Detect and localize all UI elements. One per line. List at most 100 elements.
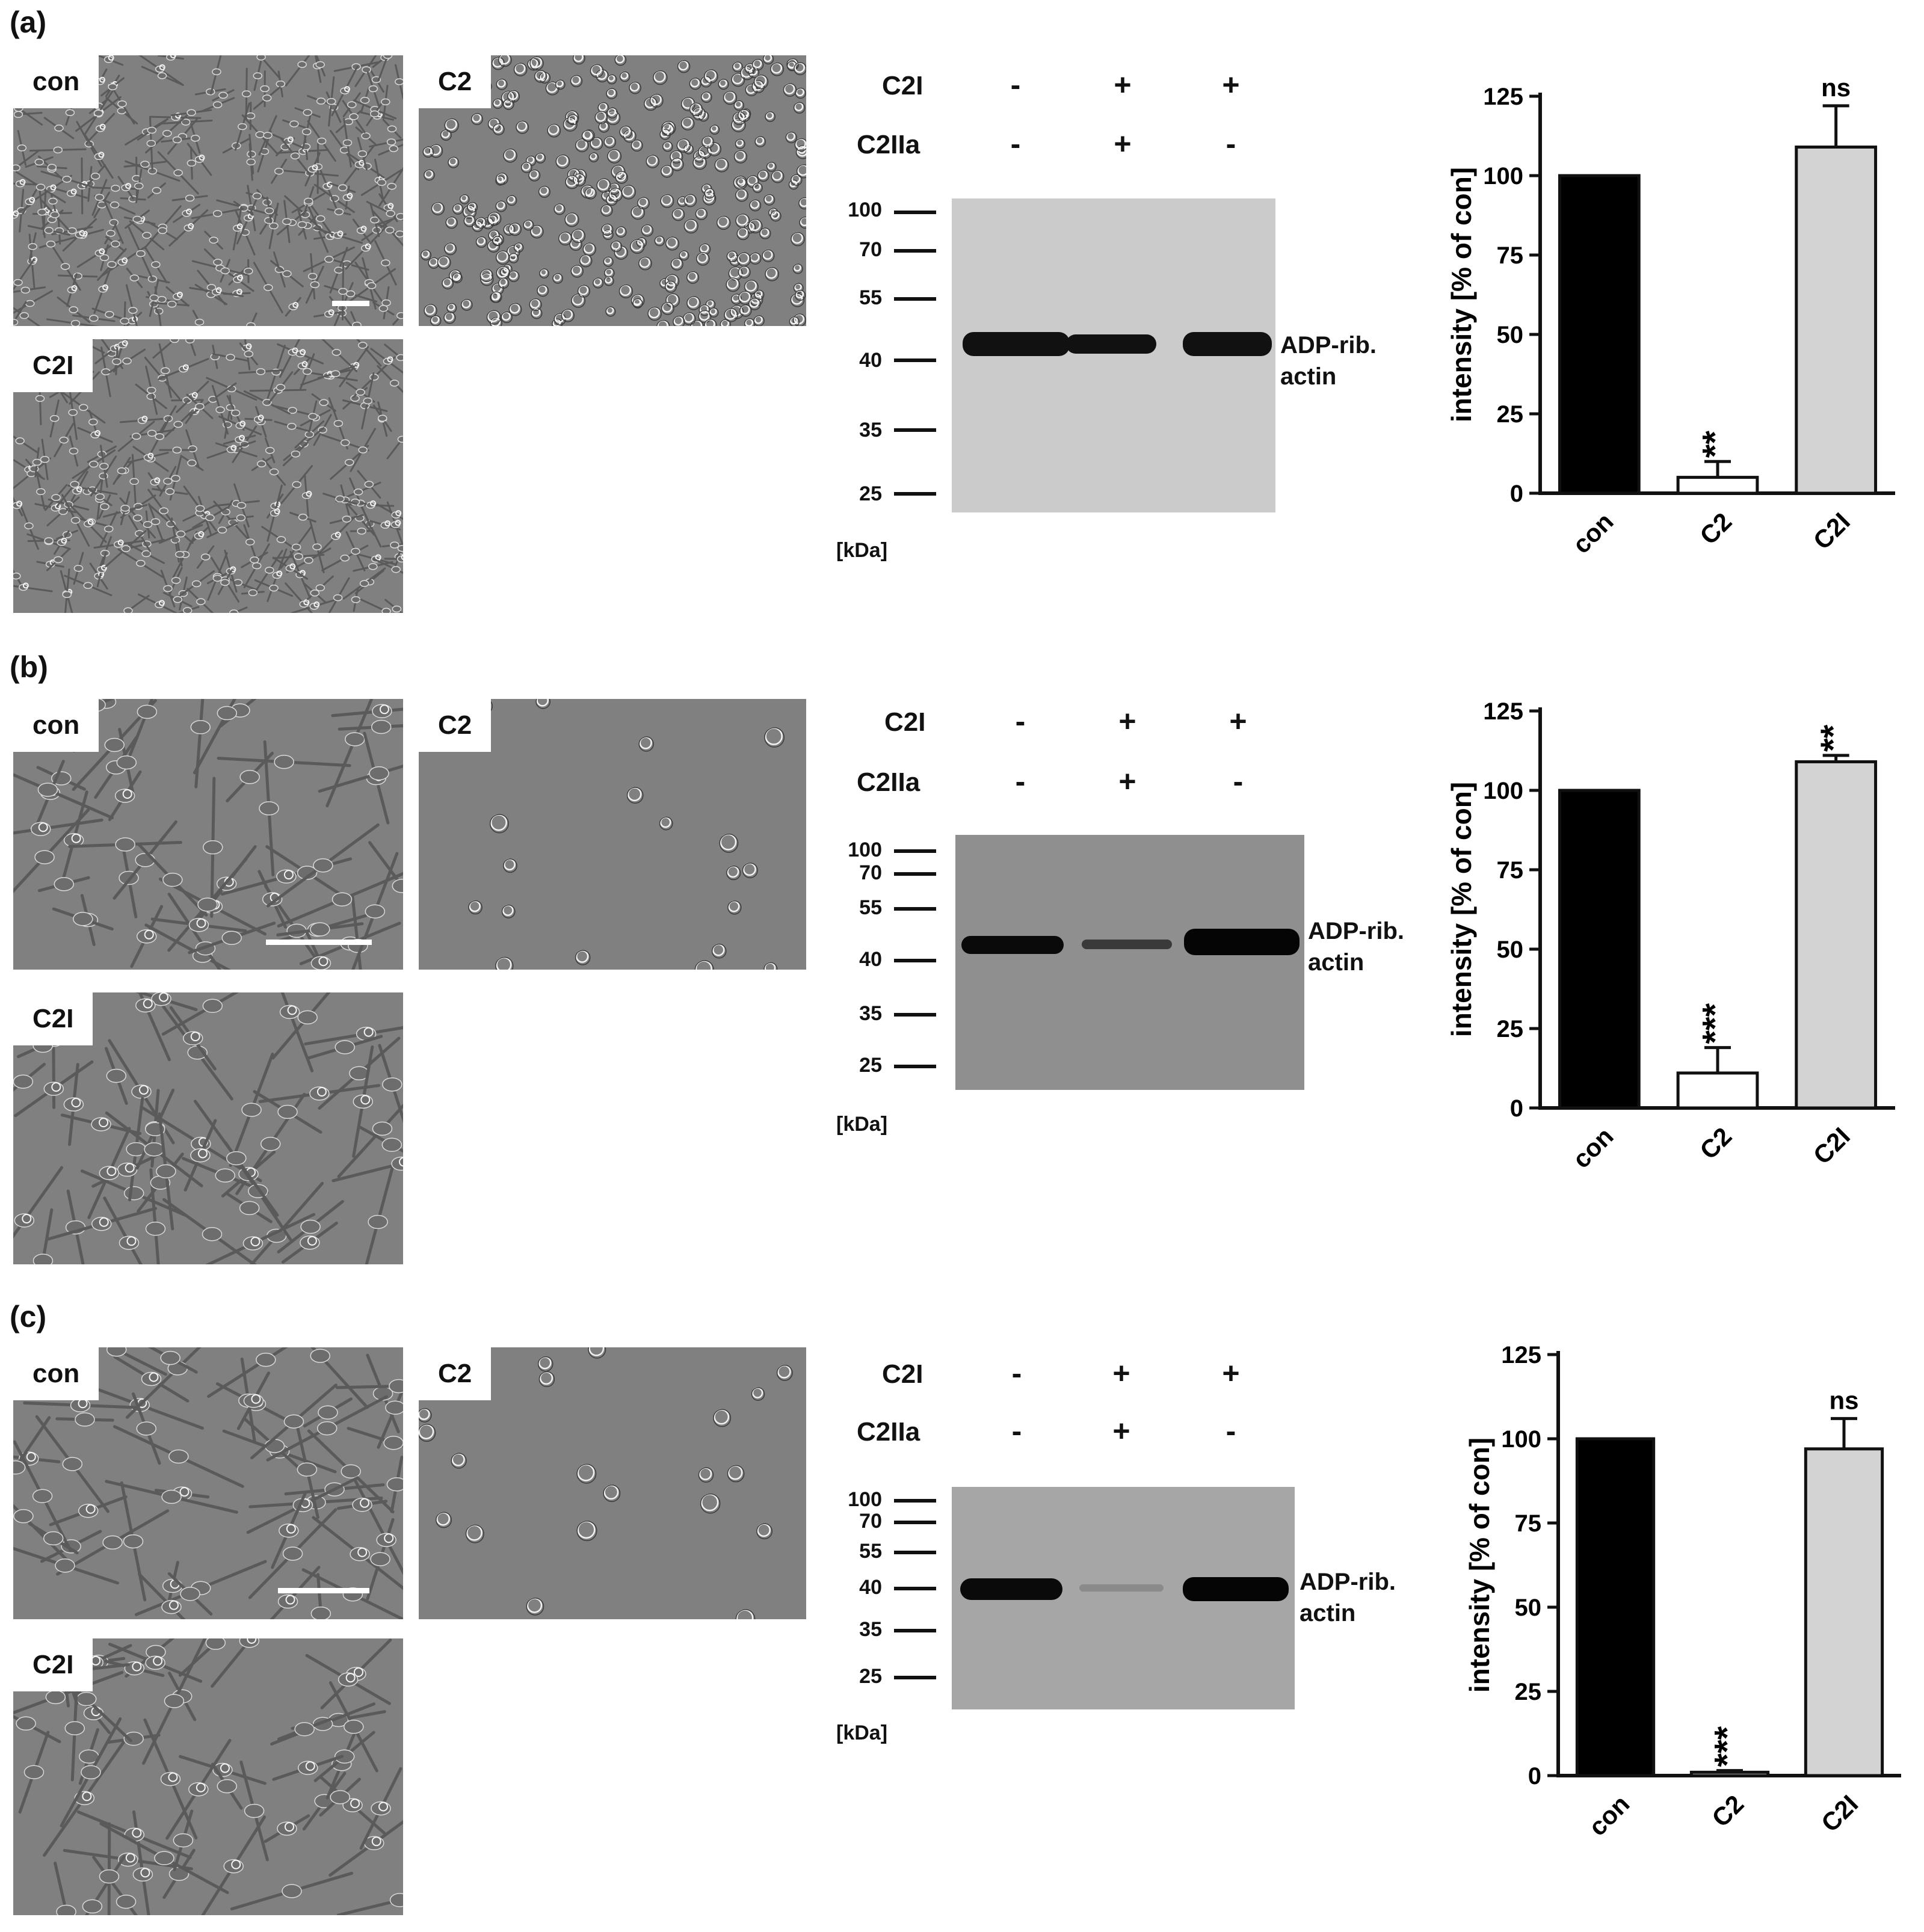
- y-tick-label: 25: [1497, 401, 1524, 428]
- sign: +: [1103, 1356, 1139, 1391]
- y-tick-label: 75: [1497, 242, 1524, 269]
- sign: -: [997, 126, 1034, 161]
- y-tick-label: 125: [1483, 84, 1523, 110]
- panel-label: (b): [10, 650, 48, 685]
- mw-tick: [894, 1629, 936, 1632]
- panel-label: (c): [10, 1299, 46, 1334]
- scale-bar: [278, 1588, 369, 1593]
- x-tick-label: con: [1567, 507, 1619, 559]
- band-label-line-2: actin: [1308, 949, 1364, 976]
- mw-label: 40: [828, 1576, 882, 1599]
- mw-label: 70: [828, 1510, 882, 1533]
- sign: -: [999, 1414, 1035, 1448]
- y-axis-label: intensity [% of con]: [1464, 1438, 1495, 1693]
- mw-label: 40: [828, 948, 882, 971]
- mw-label: 55: [828, 286, 882, 310]
- x-tick-label: con: [1583, 1789, 1635, 1841]
- significance-label: ns: [1821, 73, 1851, 102]
- actin-band-lane-3: [1184, 929, 1300, 955]
- band-label-line-1: ADP-rib.: [1308, 918, 1404, 944]
- sign: +: [1213, 1356, 1249, 1391]
- band-label-line-2: actin: [1300, 1600, 1355, 1626]
- sign: +: [1105, 67, 1141, 102]
- micrograph-con: con: [13, 55, 403, 326]
- mw-label: 100: [828, 198, 882, 222]
- micrograph-label: con: [13, 1347, 99, 1400]
- panel-label: (a): [10, 5, 46, 40]
- sign: +: [1220, 704, 1256, 739]
- mw-label: 55: [828, 896, 882, 920]
- mw-tick: [894, 1065, 936, 1068]
- x-tick-label: C2I: [1808, 507, 1855, 555]
- mw-label: 40: [828, 349, 882, 372]
- mw-label: 35: [828, 1618, 882, 1641]
- bar-c2: [1678, 478, 1757, 493]
- kda-unit: [kDa]: [836, 1721, 887, 1745]
- band-label: ADP-rib. actin: [1280, 330, 1377, 392]
- mw-tick: [894, 297, 936, 301]
- micrograph-label: C2I: [13, 1638, 93, 1691]
- micrograph-label: C2: [419, 55, 491, 108]
- x-tick-label: con: [1567, 1122, 1619, 1174]
- actin-band-lane-1: [963, 332, 1070, 356]
- mw-tick: [894, 1551, 936, 1554]
- bar-c2i: [1796, 147, 1876, 493]
- mw-label: 100: [828, 1488, 882, 1512]
- y-tick-label: 75: [1497, 857, 1524, 884]
- significance-label: ***: [1695, 1003, 1734, 1044]
- actin-band-lane-2: [1066, 334, 1156, 354]
- sign: -: [1002, 764, 1038, 799]
- band-label: ADP-rib. actin: [1308, 915, 1404, 978]
- sign: -: [1213, 126, 1249, 161]
- western-blot: [952, 198, 1275, 512]
- micrograph-con: con: [13, 1347, 403, 1619]
- y-tick-label: 0: [1528, 1763, 1541, 1789]
- mw-tick: [894, 358, 936, 362]
- mw-label: 70: [828, 238, 882, 262]
- x-tick-label: C2: [1694, 1122, 1737, 1164]
- bar-c2i: [1805, 1449, 1882, 1776]
- sign: +: [1109, 764, 1145, 799]
- row-label-c2iia: C2IIa: [857, 1417, 920, 1447]
- sign: -: [1220, 764, 1256, 799]
- x-tick-label: C2: [1694, 507, 1737, 550]
- mw-tick: [894, 1521, 936, 1524]
- micrograph-label: con: [13, 55, 99, 108]
- micrograph-label: C2: [419, 699, 491, 752]
- bar-c2: [1678, 1073, 1757, 1108]
- y-tick-label: 50: [1497, 322, 1524, 348]
- y-tick-label: 75: [1515, 1510, 1542, 1537]
- band-label-line-1: ADP-rib.: [1280, 332, 1377, 358]
- y-tick-label: 0: [1510, 1095, 1523, 1122]
- kda-unit: [kDa]: [836, 1113, 887, 1136]
- mw-tick: [894, 849, 936, 853]
- actin-band-lane-2: [1079, 1584, 1164, 1592]
- mw-tick: [894, 249, 936, 253]
- mw-tick: [894, 211, 936, 214]
- y-tick-label: 25: [1515, 1679, 1542, 1705]
- mw-tick: [894, 1499, 936, 1503]
- row-label-c2iia: C2IIa: [857, 130, 920, 160]
- row-label-c2i: C2I: [884, 707, 925, 737]
- mw-tick: [894, 959, 936, 962]
- actin-band-lane-3: [1183, 1577, 1289, 1601]
- bar-con: [1577, 1439, 1653, 1776]
- sign: +: [1103, 1414, 1139, 1448]
- sign: +: [1109, 704, 1145, 739]
- western-blot: [955, 835, 1304, 1090]
- row-label-c2i: C2I: [882, 1359, 923, 1389]
- bar-c2i: [1796, 761, 1876, 1108]
- micrograph-c2i: C2I: [13, 1638, 403, 1915]
- mw-tick: [894, 907, 936, 911]
- micrograph-c2: C2: [419, 55, 806, 326]
- mw-label: 100: [828, 838, 882, 862]
- sign: +: [1105, 126, 1141, 161]
- panel-c: (c) con C2 C2I C2I - + + C2IIa - + - 100…: [0, 1294, 1924, 1932]
- sign: -: [1002, 704, 1038, 739]
- y-tick-label: 125: [1501, 1342, 1541, 1368]
- mw-tick: [894, 1676, 936, 1679]
